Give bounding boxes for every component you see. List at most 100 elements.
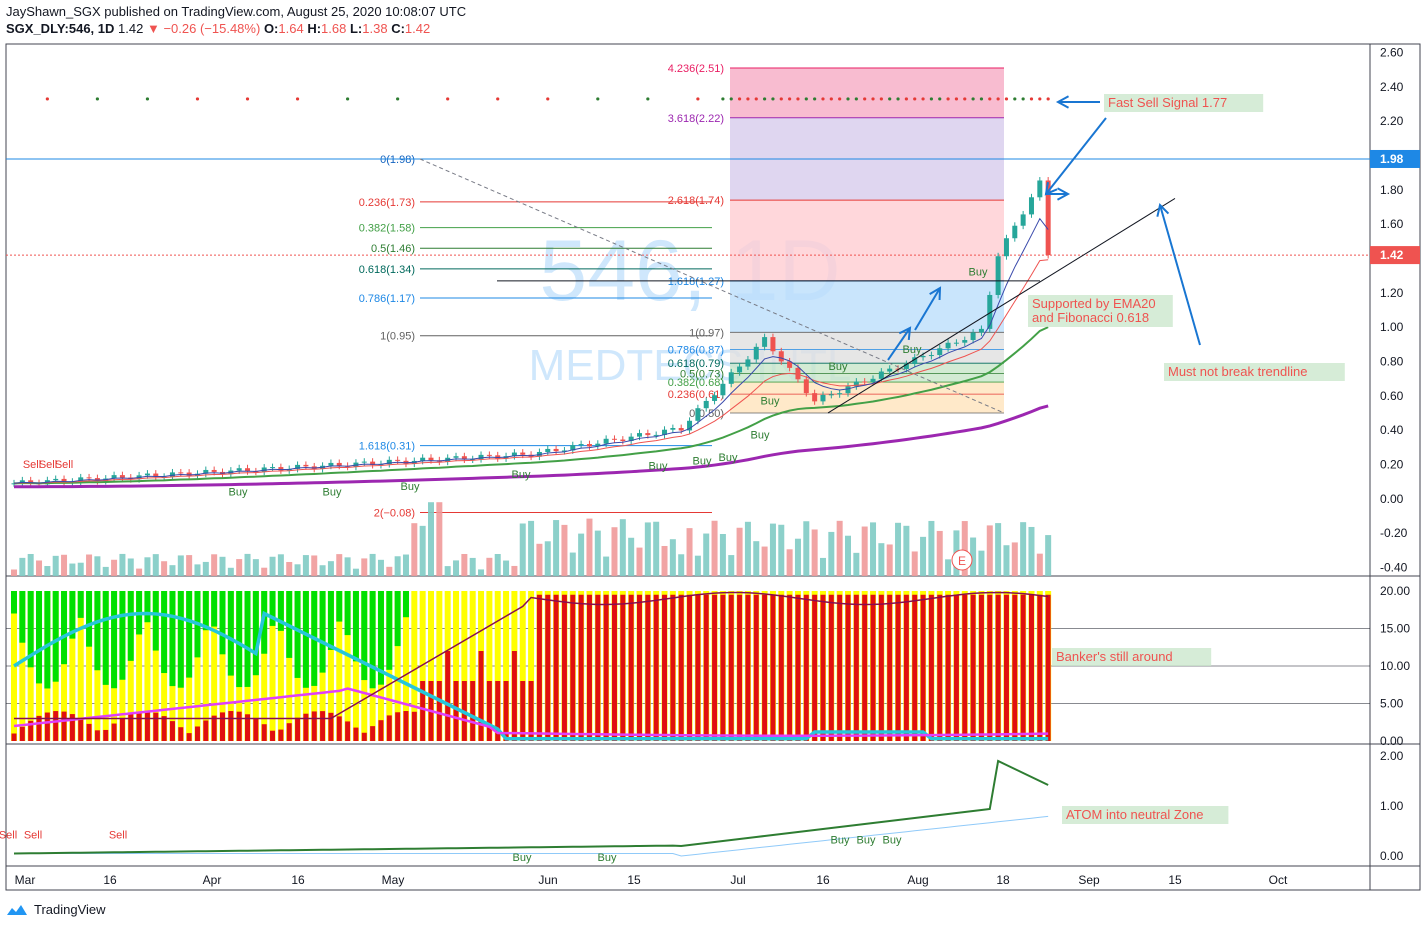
candle-body [561,450,567,452]
banker-red-bar [111,723,117,741]
last-tag-bg [1370,246,1420,265]
footer-brand[interactable]: TradingView [34,902,106,917]
banker-red-bar [878,594,884,741]
banker-red-bar [511,651,517,741]
fib-left-label: 0(1.98) [380,154,415,166]
annotation-fast-sell-bg [1104,94,1264,112]
banker-red-bar [528,681,534,741]
volume-bar [36,560,43,576]
volume-bar [536,543,543,576]
price-axis-label: 2.20 [1380,114,1404,128]
banker-green-bar [211,591,218,627]
banker-red-bar [628,594,634,741]
banker-red-bar [503,681,509,741]
banker-red-bar [1028,594,1034,741]
candle-body [812,393,818,402]
volume-bar [61,554,68,576]
banker-yellow-bar [336,591,343,741]
banker-yellow-bar [277,591,284,741]
signal-dot [45,97,49,101]
banker-red-bar [320,711,326,741]
volume-bar [819,557,826,576]
banker-green-bar [161,591,168,674]
banker-red-bar [470,681,476,741]
annotation-fast-sell: Fast Sell Signal 1.77 [1108,95,1227,110]
volume-bar [978,550,985,576]
atom-sell-label: Sell [0,830,17,842]
banker-red-bar [720,594,726,741]
banker-yellow-bar [486,591,493,741]
candle-body [453,456,459,458]
fib-left-label: 0.5(1.46) [371,243,415,255]
banker-yellow-bar [261,591,268,741]
signal-dot [788,97,792,101]
banker-red-bar [737,594,743,741]
banker-red-bar [19,726,25,741]
candle-body [1012,225,1018,239]
fib-zone-mid [730,363,1004,383]
banker-red-bar [36,715,42,741]
banker-yellow-bar [144,591,151,741]
fib-right-lower-label: 0.618(0.79) [668,358,724,370]
candle-body [995,256,1001,295]
banker-red-bar [353,727,359,741]
banker-red-bar [586,594,592,741]
candle-body [144,473,150,476]
banker-red-bar [887,594,893,741]
arrow-up-1-head [898,326,912,341]
volume-bar [769,523,776,576]
volume-bar [428,502,434,576]
banker-yellow-bar [136,591,143,741]
banker-red-bar [578,594,584,741]
banker-red-bar [853,594,859,741]
banker-red-bar [678,594,684,741]
candle-body [53,478,59,481]
candle-body [78,477,84,482]
low-value: 1.38 [362,21,388,36]
price-axis-label: 0.60 [1380,389,1404,403]
sell-signal: Sell [23,459,41,471]
x-axis-label: Aug [907,873,928,887]
banker-yellow-bar [19,591,26,741]
volume-bar [728,555,735,576]
buy-signal: Buy [751,430,770,442]
candle-body [511,452,517,457]
signal-dot [804,97,808,101]
candle-body [912,357,918,364]
banker-green-bar [361,591,368,681]
banker-green-bar [344,591,351,636]
banker-axis-label: 20.00 [1380,584,1410,598]
symbol[interactable]: SGX_DLY:546, 1D [6,21,115,36]
signal-dot [1004,97,1009,101]
symbol-line: SGX_DLY:546, 1D 1.42 ▼ −0.26 (−15.48%) O… [6,21,430,36]
banker-red-bar [311,711,317,741]
candle-body [245,468,251,472]
banker-red-bar [378,720,384,741]
candle-body [169,472,175,477]
candle-body [470,459,476,461]
banker-red-bar [186,733,192,741]
banker-red-bar [837,594,843,741]
banker-red-bar [912,594,918,741]
x-axis-label: 15 [1168,873,1182,887]
candle-body [920,355,926,358]
candle-body [653,434,659,436]
buy-signal: Buy [903,344,922,356]
candle-body [578,444,584,446]
signal-dot [996,97,1000,101]
candle-body [211,469,217,472]
high-value: 1.68 [321,21,347,36]
candle-body [603,438,609,444]
volume-bar [27,553,34,576]
banker-axis-label: 10.00 [1380,659,1410,673]
signal-dot [888,97,892,101]
banker-red-bar [745,594,751,741]
candle-body [828,394,834,396]
banker-green-bar [319,591,326,673]
volume-bar [995,523,1002,576]
candle-body [1037,180,1043,198]
signal-dot [1046,97,1050,101]
candle-body [495,455,501,459]
volume-bar [277,554,284,576]
